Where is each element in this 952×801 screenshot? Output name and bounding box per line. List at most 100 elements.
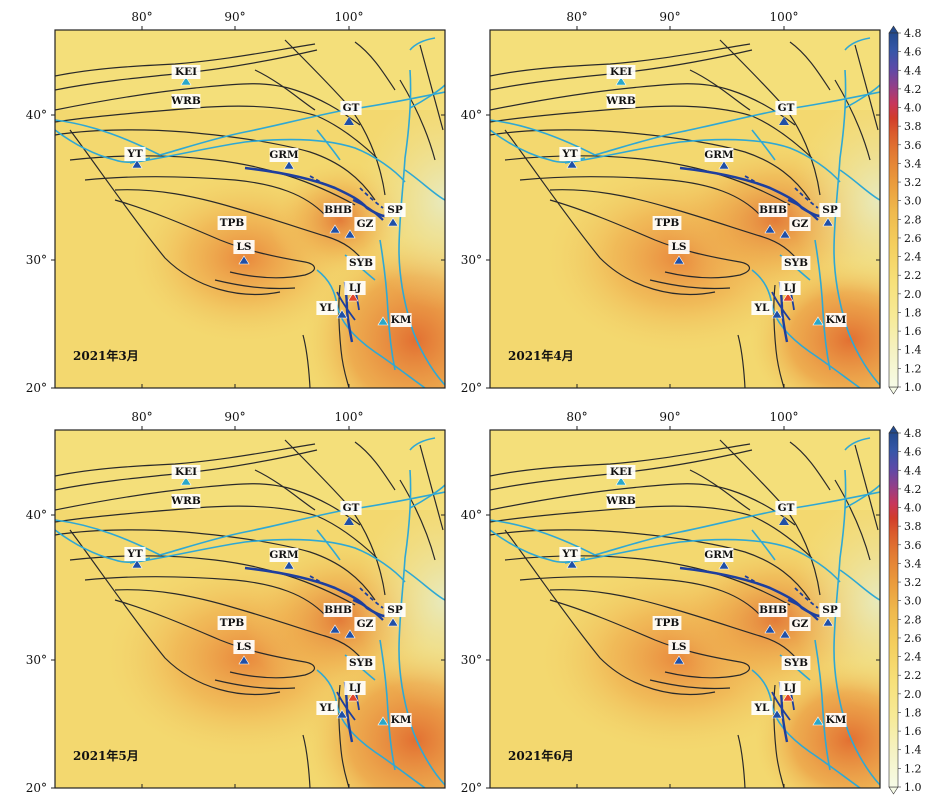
- longitude-tick-label: 80°: [566, 10, 587, 24]
- station-bhb-label: BHB: [759, 204, 787, 216]
- station-grm-marker: [718, 560, 730, 570]
- colorbar-tick-label: 1.6: [904, 725, 922, 738]
- fault-line: [114, 189, 368, 266]
- fault-line: [419, 44, 444, 131]
- map-frame: [54, 429, 446, 789]
- active-fault-line: [359, 587, 384, 609]
- latitude-tick-label: 30°: [461, 653, 482, 667]
- fault-line: [55, 443, 316, 477]
- fault-line: [55, 129, 376, 201]
- latitude-tick-label: 30°: [461, 253, 482, 267]
- active-fault-line: [352, 598, 384, 621]
- river-line: [844, 37, 871, 51]
- station-km-marker: [377, 716, 389, 726]
- colorbar-tick-label: 1.0: [904, 781, 922, 794]
- station-kei-label: KEI: [610, 66, 632, 78]
- station-km-label: KM: [391, 314, 412, 326]
- latitude-tick-label: 30°: [26, 653, 47, 667]
- fault-line: [490, 43, 751, 77]
- colorbar-tick-label: 2.6: [904, 632, 922, 645]
- station-gz-marker: [344, 229, 356, 239]
- fault-line: [338, 684, 350, 788]
- fault-line: [114, 589, 368, 666]
- station-km-marker: [812, 316, 824, 326]
- fault-line: [69, 129, 281, 295]
- station-sp-label: SP: [387, 204, 403, 216]
- fault-line: [689, 69, 751, 111]
- latitude-tick-label: 20°: [461, 781, 482, 795]
- station-tpb-label: TPB: [220, 617, 245, 629]
- colorbar-tick-label: 3.8: [904, 520, 922, 533]
- station-sp-label: SP: [387, 604, 403, 616]
- station-kei-marker: [180, 476, 192, 486]
- map-frame: [489, 29, 881, 389]
- station-syb-label: SYB: [349, 657, 373, 669]
- colorbar-tick-label: 2.4: [904, 251, 922, 264]
- colorbar-tick-label: 1.4: [904, 744, 922, 757]
- station-kei-marker: [615, 76, 627, 86]
- station-yt-label: YT: [561, 148, 577, 160]
- station-lj-label: LJ: [784, 282, 796, 294]
- station-bhb-marker: [329, 624, 341, 634]
- colorbar-tick-label: 4.2: [904, 483, 922, 496]
- fault-line: [69, 555, 356, 606]
- fault-line: [55, 505, 378, 559]
- fault-line: [399, 479, 436, 561]
- river-line: [55, 491, 445, 556]
- latitude-tick-label: 20°: [26, 781, 47, 795]
- station-grm-label: GRM: [704, 549, 734, 561]
- longitude-tick-label: 80°: [566, 410, 587, 424]
- fault-line: [338, 284, 350, 388]
- station-yl-label: YL: [319, 302, 335, 314]
- river-line: [844, 437, 871, 451]
- river-line: [839, 569, 880, 601]
- active-fault-line: [787, 198, 819, 221]
- anomaly-shading: [355, 90, 445, 310]
- river-line: [490, 91, 880, 156]
- panel-month-label: 2021年6月: [508, 748, 574, 763]
- colorbar-tick-label: 1.8: [904, 706, 922, 719]
- river-line: [409, 84, 445, 109]
- colorbar-tick-label: 4.6: [904, 46, 922, 59]
- fault-line: [254, 69, 316, 111]
- fault-line: [55, 483, 361, 526]
- colorbar-tick-label: 2.0: [904, 288, 922, 301]
- station-yl-marker: [771, 309, 783, 319]
- longitude-tick-label: 90°: [224, 410, 245, 424]
- fault-line: [490, 443, 751, 477]
- station-kei-label: KEI: [610, 466, 632, 478]
- station-yl-marker: [336, 309, 348, 319]
- station-bhb-label: BHB: [324, 204, 352, 216]
- colorbar-tick-label: 1.6: [904, 325, 922, 338]
- station-gt-label: GT: [778, 102, 795, 114]
- anomaly-shading: [790, 90, 880, 310]
- station-syb-label: SYB: [784, 657, 808, 669]
- colorbar-tick-label: 4.2: [904, 83, 922, 96]
- latitude-tick-label: 40°: [26, 508, 47, 522]
- fault-line: [773, 684, 785, 788]
- station-yt-marker: [566, 559, 578, 569]
- active-fault-line: [336, 291, 356, 321]
- fault-line: [549, 599, 750, 679]
- fault-line: [504, 529, 716, 695]
- station-wrb-label: WRB: [170, 495, 201, 507]
- station-lj-marker: [782, 692, 794, 702]
- station-grm-marker: [283, 560, 295, 570]
- station-yt-label: YT: [126, 548, 142, 560]
- station-tpb-label: TPB: [655, 217, 680, 229]
- station-km-marker: [377, 316, 389, 326]
- station-bhb-marker: [329, 224, 341, 234]
- station-ls-label: LS: [672, 641, 687, 653]
- colorbar-tick-label: 4.6: [904, 446, 922, 459]
- station-bhb-label: BHB: [759, 604, 787, 616]
- fault-line: [490, 129, 811, 201]
- station-yl-label: YL: [319, 702, 335, 714]
- station-wrb-label: WRB: [605, 495, 636, 507]
- station-ls-marker: [238, 655, 250, 665]
- station-bhb-marker: [764, 224, 776, 234]
- river-line: [404, 569, 445, 601]
- colorbar-tick-label: 4.8: [904, 27, 922, 40]
- station-grm-label: GRM: [704, 149, 734, 161]
- colorbar-tick-label: 2.8: [904, 213, 922, 226]
